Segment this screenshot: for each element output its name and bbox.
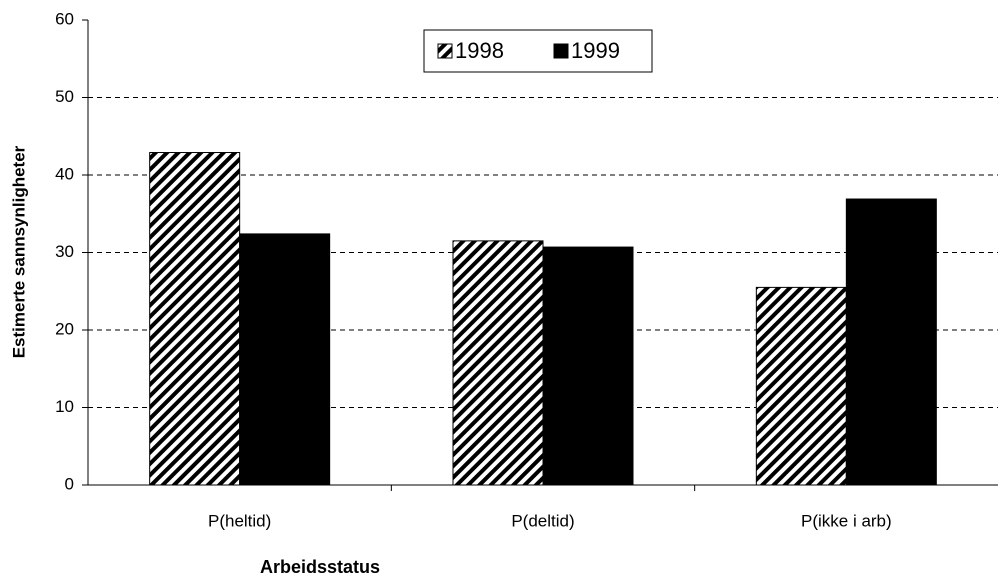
bar	[452, 240, 544, 486]
y-tick-label: 0	[65, 474, 74, 493]
bar	[755, 286, 847, 486]
y-tick-label: 10	[55, 397, 74, 416]
y-tick-label: 30	[55, 242, 74, 261]
x-axis-title: Arbeidsstatus	[260, 557, 380, 577]
x-tick-label: P(ikke i arb)	[801, 511, 892, 530]
y-tick-label: 60	[55, 9, 74, 28]
bar	[542, 246, 634, 486]
legend-label: 1998	[455, 38, 504, 63]
y-axis-title: Estimerte sannsynligheter	[9, 145, 28, 358]
legend-swatch	[437, 43, 453, 59]
y-tick-label: 20	[55, 319, 74, 338]
legend-box	[423, 29, 653, 73]
y-tick-label: 50	[55, 87, 74, 106]
x-tick-label: P(deltid)	[511, 511, 574, 530]
bar	[239, 233, 331, 486]
y-tick-label: 40	[55, 164, 74, 183]
bar	[149, 152, 241, 486]
bar	[845, 198, 937, 486]
legend-swatch	[553, 43, 569, 59]
legend-label: 1999	[571, 38, 620, 63]
x-tick-label: P(heltid)	[208, 511, 271, 530]
